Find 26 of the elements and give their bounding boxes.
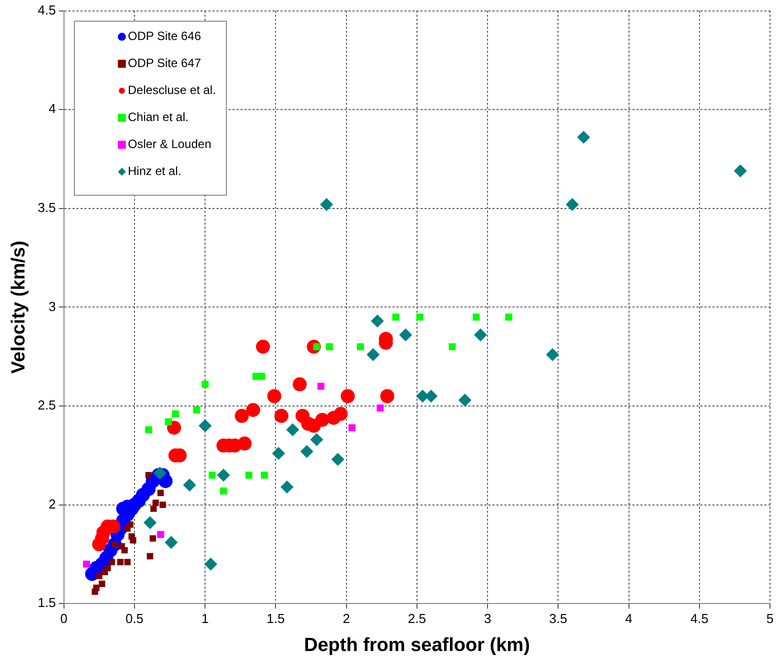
- y-tick-label: 4: [48, 101, 56, 116]
- x-tick-label: 0.5: [125, 610, 144, 626]
- x-tick-label: 4: [625, 610, 632, 626]
- x-tick-label: 1.5: [266, 610, 285, 626]
- y-tick-label: 2: [48, 496, 56, 512]
- x-tick-label: 2.5: [408, 610, 426, 626]
- x-axis-title: Depth from seafloor (km): [304, 634, 530, 656]
- legend-label: ODP Site 646: [128, 29, 202, 44]
- legend-label: ODP Site 647: [128, 56, 202, 70]
- x-tick-label: 0: [60, 610, 68, 626]
- y-tick-label: 4.5: [38, 2, 56, 18]
- legend-label: Hinz et al.: [128, 164, 182, 178]
- x-tick-label: 5: [766, 610, 774, 626]
- x-tick-label: 3: [484, 610, 492, 626]
- legend-label: Osler & Louden: [128, 137, 212, 152]
- y-tick-label: 1.5: [38, 595, 56, 610]
- x-tick-label: 4.5: [690, 610, 708, 626]
- y-axis-title: Velocity (km/s): [8, 240, 30, 374]
- legend-label: Delescluse et al.: [128, 83, 216, 98]
- x-tick-label: 2: [342, 610, 350, 626]
- y-tick-label: 3: [48, 298, 56, 314]
- y-tick-label: 2.5: [38, 398, 56, 413]
- x-tick-label: 1: [201, 610, 209, 626]
- y-tick-label: 3.5: [38, 200, 56, 215]
- x-tick-label: 3.5: [549, 610, 568, 626]
- legend-label: Chian et al.: [128, 110, 189, 124]
